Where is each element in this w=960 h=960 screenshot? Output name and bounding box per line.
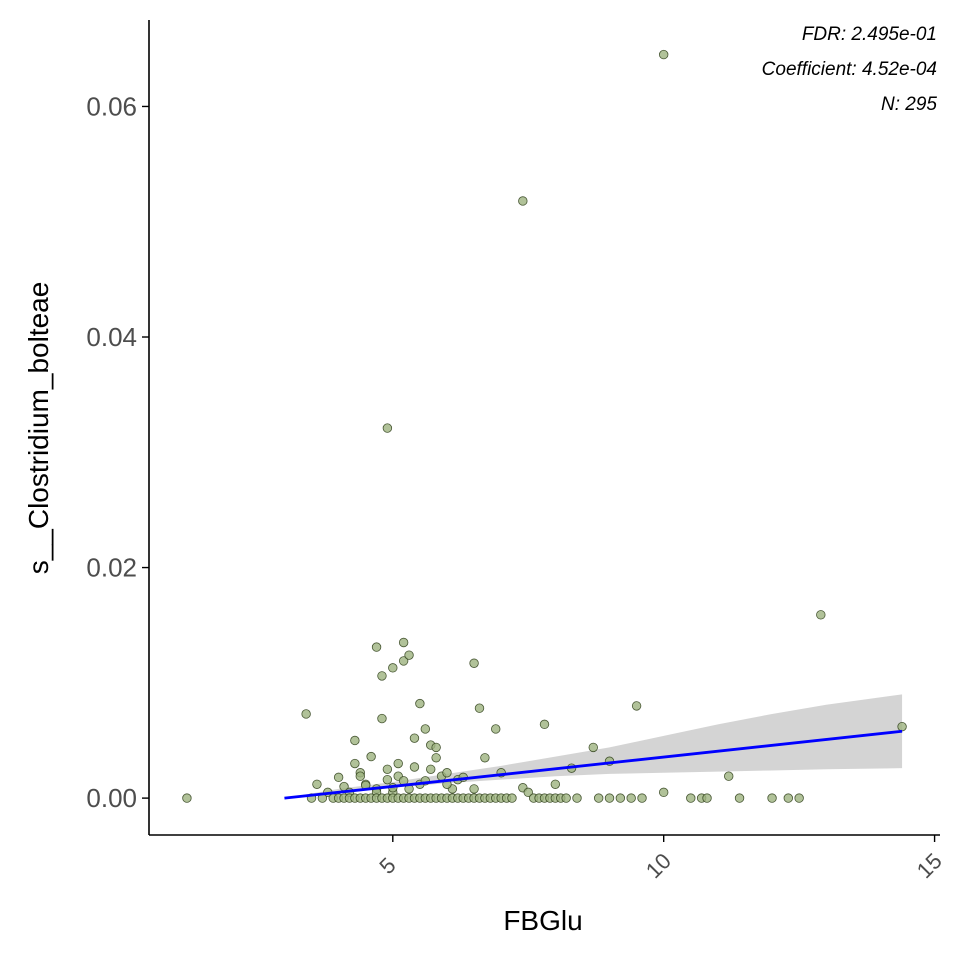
data-point: [350, 735, 360, 746]
data-point: [734, 793, 745, 803]
data-point: [469, 658, 479, 668]
data-point: [398, 637, 409, 648]
fit-line-layer: [284, 729, 903, 800]
data-point: [816, 610, 826, 620]
data-point: [637, 793, 647, 803]
data-point: [686, 793, 696, 803]
data-point: [415, 698, 425, 709]
data-point: [767, 793, 777, 803]
data-point: [783, 793, 794, 803]
coefficient-annotation: Coefficient: 4.52e-04: [762, 59, 937, 80]
data-point: [377, 713, 387, 724]
data-point: [561, 793, 571, 803]
data-point: [301, 709, 311, 719]
data-point: [474, 703, 485, 713]
data-point: [539, 719, 550, 730]
data-point: [409, 733, 420, 743]
y-axis-ticks: 0.00 0.02 0.04 0.06: [86, 91, 149, 813]
fdr-annotation: FDR: 2.495e-01: [802, 24, 937, 45]
data-point: [355, 771, 365, 781]
data-point: [388, 663, 398, 673]
data-point: [333, 772, 344, 783]
data-point: [377, 671, 387, 681]
fit-line: [284, 729, 903, 800]
confidence-band-layer: [284, 694, 903, 799]
data-point: [593, 793, 604, 803]
x-tick-label: 5: [374, 853, 400, 879]
data-point: [371, 642, 382, 652]
data-point: [604, 793, 615, 803]
data-point: [518, 196, 528, 206]
data-point: [631, 701, 642, 711]
data-point: [382, 423, 393, 433]
data-point: [382, 764, 393, 774]
data-point: [588, 742, 598, 753]
data-point: [426, 764, 436, 774]
x-tick-label: 10: [641, 848, 676, 883]
data-point: [393, 758, 403, 769]
data-point: [724, 771, 734, 781]
x-tick-label: 15: [912, 848, 947, 883]
y-tick-label: 0.06: [86, 91, 137, 121]
data-point: [702, 793, 712, 803]
data-point: [398, 656, 409, 666]
data-point: [658, 49, 669, 60]
data-point: [350, 758, 360, 769]
data-point: [366, 751, 376, 762]
data-point: [442, 768, 452, 778]
data-point: [404, 650, 414, 660]
y-tick-label: 0.00: [86, 783, 137, 813]
data-point: [312, 779, 322, 789]
data-point: [409, 762, 420, 772]
y-axis-title: s__Clostridium_bolteae: [23, 282, 54, 575]
data-points-layer: [182, 49, 907, 803]
data-point: [615, 793, 626, 803]
data-point: [382, 774, 393, 785]
data-point: [523, 787, 533, 798]
data-point: [469, 784, 479, 794]
x-axis-ticks: 5 10 15: [374, 835, 947, 883]
data-point: [431, 753, 441, 763]
data-point: [431, 742, 441, 753]
data-point: [550, 779, 561, 789]
confidence-band: [284, 694, 903, 799]
x-axis-title: FBGlu: [503, 905, 582, 936]
n-annotation: N: 295: [881, 94, 937, 115]
data-point: [897, 721, 907, 732]
y-tick-label: 0.04: [86, 322, 137, 352]
data-point: [182, 793, 192, 803]
y-tick-label: 0.02: [86, 553, 137, 583]
data-point: [658, 787, 669, 798]
data-point: [507, 793, 517, 803]
data-point: [626, 793, 636, 803]
data-point: [480, 753, 490, 763]
data-point: [794, 793, 804, 803]
data-point: [420, 724, 431, 734]
data-point: [491, 724, 501, 734]
data-point: [572, 793, 582, 803]
